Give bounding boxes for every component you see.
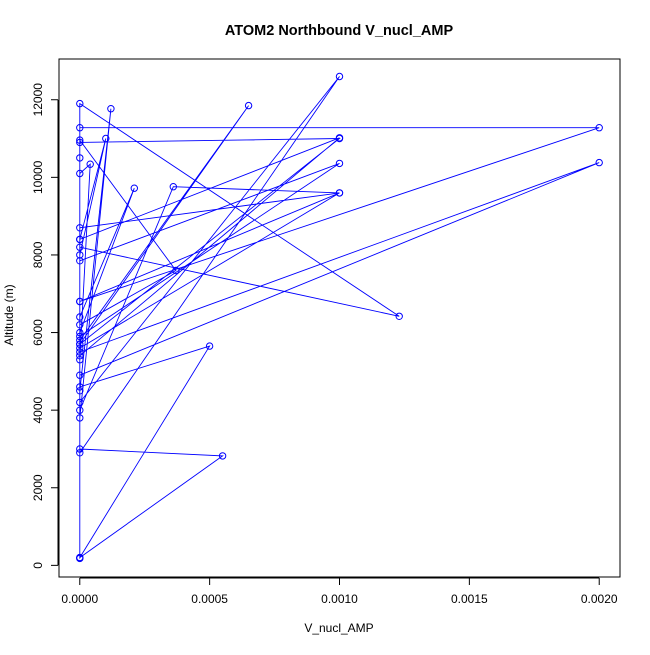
data-point <box>76 344 84 352</box>
data-point <box>86 160 94 168</box>
data-point <box>107 105 115 113</box>
data-point <box>76 251 84 259</box>
data-point <box>172 266 180 275</box>
data-point <box>76 371 84 379</box>
data-point <box>76 352 84 360</box>
data-point <box>76 336 84 344</box>
y-axis: 0 2000 4000 6000 8000 10000 12000 <box>31 83 59 569</box>
data-point <box>76 235 84 244</box>
data-point <box>76 449 84 457</box>
data-point <box>76 136 84 144</box>
data-point <box>218 452 227 460</box>
y-tick-label: 4000 <box>31 396 45 423</box>
data-point <box>169 183 178 191</box>
data-point <box>335 159 344 168</box>
x-axis-title: V_nucl_AMP <box>304 621 373 635</box>
data-point <box>76 321 84 329</box>
data-point <box>335 72 344 81</box>
data-point <box>76 138 84 147</box>
x-tick-label: 0.0000 <box>61 592 98 606</box>
data-point <box>130 184 139 192</box>
x-tick-label: 0.0010 <box>321 592 358 606</box>
data-point <box>395 312 403 320</box>
chart-title: ATOM2 Northbound V_nucl_AMP <box>225 23 454 39</box>
data-point <box>76 348 84 356</box>
plot-frame <box>58 58 621 578</box>
data-point <box>335 189 344 197</box>
x-tick-label: 0.0005 <box>191 592 228 606</box>
data-point <box>76 313 84 321</box>
x-axis: 0.0000 0.0005 0.0010 0.0015 0.0020 <box>61 577 618 606</box>
data-point <box>76 553 84 562</box>
y-tick-label: 2000 <box>31 474 45 501</box>
data-point <box>76 414 84 422</box>
data-point <box>335 134 344 143</box>
data-point <box>76 332 84 341</box>
data-layer <box>76 72 603 563</box>
data-point <box>595 124 603 132</box>
data-point <box>76 356 84 364</box>
data-series-line <box>79 76 600 560</box>
data-point <box>76 99 84 108</box>
y-axis-title: Altitude (m) <box>2 284 16 345</box>
data-point <box>76 398 84 407</box>
y-tick-label: 6000 <box>31 319 45 346</box>
data-point <box>76 124 84 132</box>
data-point <box>76 340 84 348</box>
data-point <box>76 445 84 453</box>
y-tick-label: 12000 <box>31 83 45 117</box>
data-point <box>76 297 84 306</box>
data-point <box>205 342 214 350</box>
data-point <box>76 154 84 162</box>
x-tick-label: 0.0015 <box>451 592 488 606</box>
data-point <box>102 134 110 143</box>
x-tick-label: 0.0020 <box>581 592 618 606</box>
data-point <box>244 101 253 110</box>
y-tick-label: 10000 <box>31 160 45 194</box>
data-point <box>76 224 84 232</box>
y-tick-label: 8000 <box>31 241 45 268</box>
data-point <box>76 328 84 337</box>
data-point <box>595 158 603 167</box>
data-point <box>76 383 84 391</box>
data-point <box>76 257 84 265</box>
data-point <box>76 243 84 251</box>
data-point <box>76 387 84 395</box>
y-tick-label: 0 <box>31 562 45 569</box>
data-point <box>76 406 84 414</box>
data-point <box>76 169 84 178</box>
